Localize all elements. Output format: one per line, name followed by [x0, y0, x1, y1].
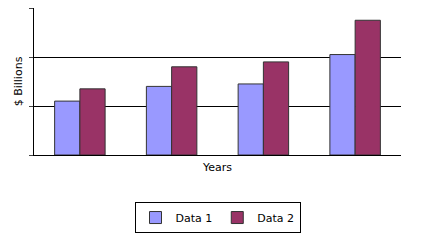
svg-text:Data 2: Data 2 — [257, 212, 294, 225]
svg-text:$ Billions: $ Billions — [12, 56, 25, 106]
svg-text:Data 1: Data 1 — [176, 212, 213, 225]
svg-text:Years: Years — [202, 161, 232, 174]
